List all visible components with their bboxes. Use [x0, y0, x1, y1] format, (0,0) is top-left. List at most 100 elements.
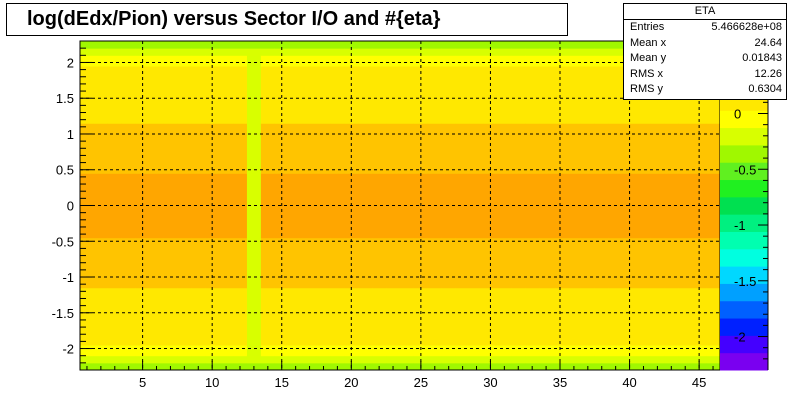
- color-scale-swatch: [720, 179, 768, 198]
- heatmap-cell: [205, 123, 220, 174]
- heatmap-cell: [622, 123, 638, 174]
- heatmap-cell: [93, 48, 109, 56]
- heatmap-cell: [288, 287, 304, 321]
- heatmap-cell: [455, 66, 471, 92]
- heatmap-cell: [302, 123, 318, 174]
- chart-title: log(dEdx/Pion) versus Sector I/O and #{e…: [27, 8, 441, 30]
- heatmap-cell: [511, 123, 526, 174]
- stats-value: 0.01843: [742, 52, 782, 64]
- heatmap-cell: [525, 66, 540, 92]
- heatmap-cell: [483, 41, 498, 49]
- heatmap-cell: [622, 319, 638, 346]
- color-scale-label: -1.5: [734, 274, 756, 289]
- heatmap-cell: [135, 41, 151, 49]
- heatmap-cell: [692, 123, 707, 174]
- heatmap-cell: [511, 48, 526, 56]
- stats-value: 24.64: [754, 36, 782, 49]
- heatmap-cell: [706, 287, 721, 321]
- heatmap-cell: [525, 41, 540, 49]
- heatmap-cell: [330, 55, 345, 67]
- heatmap-cell: [594, 123, 610, 174]
- heatmap-cell: [386, 123, 401, 174]
- heatmap-cell: [93, 55, 109, 67]
- heatmap-cell: [525, 355, 540, 364]
- heatmap-cell: [566, 55, 582, 67]
- heatmap-cell: [511, 319, 526, 346]
- color-scale-label: -2: [734, 330, 746, 345]
- heatmap-cell: [246, 123, 262, 174]
- heatmap-cell: [260, 237, 276, 289]
- heatmap-cell: [358, 173, 373, 239]
- heatmap-cell: [121, 66, 137, 92]
- heatmap-cell: [358, 55, 373, 67]
- heatmap-cell: [80, 123, 95, 174]
- heatmap-cell: [400, 237, 415, 289]
- heatmap-cell: [413, 41, 429, 49]
- heatmap-cell: [260, 66, 276, 92]
- stats-row-mean-y: Mean y 0.01843: [624, 51, 786, 67]
- heatmap-cell: [539, 319, 554, 346]
- heatmap-cell: [539, 173, 554, 239]
- y-tick-label: -1: [62, 270, 74, 285]
- heatmap-cell: [553, 123, 568, 174]
- color-scale-swatch: [720, 248, 768, 267]
- heatmap-cell: [191, 55, 206, 67]
- heatmap-cell: [205, 41, 220, 49]
- heatmap-cell: [497, 287, 512, 321]
- heatmap-cell: [594, 319, 610, 346]
- heatmap-cell: [163, 123, 178, 174]
- color-scale-swatch: [720, 162, 768, 181]
- heatmap-cell: [497, 91, 512, 124]
- heatmap-cell: [511, 41, 526, 49]
- heatmap-cell: [191, 123, 206, 174]
- chart-title-box: log(dEdx/Pion) versus Sector I/O and #{e…: [6, 3, 568, 36]
- stats-box: ETA Entries 5.466628e+08 Mean x 24.64 Me…: [623, 3, 787, 100]
- heatmap-cell: [274, 41, 290, 49]
- stats-label: RMS x: [630, 67, 663, 80]
- heatmap-cell: [358, 319, 373, 346]
- heatmap-cell: [233, 355, 248, 364]
- heatmap-cell: [608, 237, 624, 289]
- heatmap-cell: [678, 287, 693, 321]
- heatmap-cell: [177, 287, 192, 321]
- heatmap-cell: [121, 41, 137, 49]
- heatmap-cell: [525, 319, 540, 346]
- heatmap-cell: [177, 123, 192, 174]
- heatmap-cell: [302, 48, 318, 56]
- heatmap-cell: [566, 123, 582, 174]
- heatmap-cell: [594, 355, 610, 364]
- heatmap-cell: [511, 287, 526, 321]
- heatmap-cell: [233, 319, 248, 346]
- heatmap-cell: [288, 66, 304, 92]
- heatmap-cell: [330, 355, 345, 364]
- heatmap-cell: [622, 287, 638, 321]
- heatmap-cell: [260, 344, 276, 357]
- heatmap-cell: [219, 55, 234, 67]
- heatmap-cell: [469, 66, 484, 92]
- heatmap-cell: [107, 237, 123, 289]
- heatmap-cell: [302, 287, 318, 321]
- heatmap-cell: [539, 66, 554, 92]
- heatmap-cell: [177, 66, 192, 92]
- heatmap-cell: [483, 287, 498, 321]
- heatmap-cell: [553, 344, 568, 357]
- heatmap-cell: [205, 48, 220, 56]
- heatmap-cell: [580, 66, 596, 92]
- heatmap-cell: [316, 48, 331, 56]
- heatmap-cell: [121, 91, 137, 124]
- x-tick-label: 40: [622, 375, 636, 390]
- heatmap-cell: [483, 319, 498, 346]
- heatmap-cell: [483, 237, 498, 289]
- heatmap-cell: [93, 319, 109, 346]
- heatmap-cell: [553, 237, 568, 289]
- heatmap-cell: [580, 91, 596, 124]
- heatmap-cell: [566, 344, 582, 357]
- heatmap-cell: [580, 123, 596, 174]
- heatmap-cell: [80, 66, 95, 92]
- heatmap-cell: [441, 91, 457, 124]
- heatmap-cell: [177, 344, 192, 357]
- color-scale-swatch: [720, 127, 768, 146]
- stats-label: Entries: [630, 21, 665, 33]
- heatmap-cell: [93, 344, 109, 357]
- heatmap-cell: [191, 173, 206, 239]
